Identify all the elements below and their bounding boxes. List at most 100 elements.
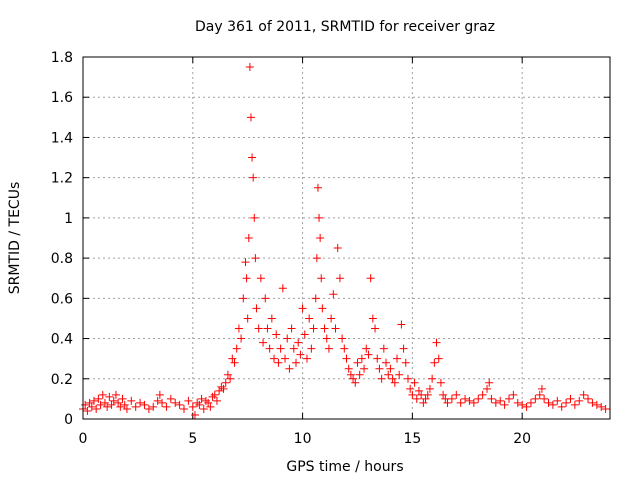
data-point bbox=[155, 390, 164, 399]
plot-frame bbox=[82, 56, 611, 420]
data-point bbox=[487, 394, 496, 403]
data-point bbox=[379, 344, 388, 353]
data-point bbox=[357, 354, 366, 363]
data-point bbox=[274, 358, 283, 367]
data-point bbox=[217, 382, 226, 391]
data-point bbox=[120, 400, 129, 409]
data-point bbox=[375, 364, 384, 373]
data-point bbox=[272, 330, 281, 339]
data-point bbox=[81, 400, 90, 409]
data-point bbox=[302, 354, 311, 363]
x-tick-label: 10 bbox=[294, 431, 312, 447]
data-point bbox=[210, 390, 219, 399]
data-point bbox=[221, 378, 230, 387]
data-point bbox=[317, 274, 326, 283]
data-point bbox=[105, 392, 114, 401]
data-point bbox=[373, 354, 382, 363]
axis-ticks: 0 0.2 0.4 0.6 0.8 1 1.2 1.4 1.6 1.8 0 5 10 15 20 bbox=[51, 50, 610, 447]
data-point bbox=[127, 396, 136, 405]
data-point bbox=[259, 338, 268, 347]
data-point bbox=[388, 374, 397, 383]
data-point bbox=[92, 404, 101, 413]
data-point bbox=[469, 398, 478, 407]
data-point bbox=[588, 398, 597, 407]
data-point bbox=[188, 402, 197, 411]
x-tick-label: 0 bbox=[79, 431, 88, 447]
data-point bbox=[432, 338, 441, 347]
data-point bbox=[265, 344, 274, 353]
data-point bbox=[245, 63, 254, 72]
data-point bbox=[140, 400, 149, 409]
data-point bbox=[89, 396, 98, 405]
data-point bbox=[212, 396, 221, 405]
data-point bbox=[244, 234, 253, 242]
data-point bbox=[281, 354, 290, 363]
data-point bbox=[249, 173, 258, 182]
data-point bbox=[111, 390, 120, 399]
data-point bbox=[193, 398, 202, 407]
data-point bbox=[85, 398, 94, 407]
y-tick-label: 1.6 bbox=[51, 90, 73, 106]
data-point bbox=[335, 274, 344, 283]
data-point bbox=[300, 330, 309, 339]
y-tick-label: 1 bbox=[64, 211, 73, 227]
data-point bbox=[180, 404, 189, 413]
data-point bbox=[287, 324, 296, 333]
data-point bbox=[597, 402, 606, 411]
data-point bbox=[447, 394, 456, 403]
data-point bbox=[250, 213, 259, 222]
data-point bbox=[327, 314, 336, 323]
data-point bbox=[504, 394, 513, 403]
data-point bbox=[371, 324, 380, 333]
data-point bbox=[355, 370, 364, 379]
data-point bbox=[360, 364, 369, 373]
data-point bbox=[116, 402, 125, 411]
data-point bbox=[278, 284, 287, 293]
data-point bbox=[136, 398, 145, 407]
data-point bbox=[403, 374, 412, 383]
data-point bbox=[149, 402, 158, 411]
data-point bbox=[338, 334, 347, 343]
data-point bbox=[390, 378, 399, 387]
data-point bbox=[254, 324, 263, 333]
data-point bbox=[291, 358, 300, 367]
data-point bbox=[425, 384, 434, 393]
data-point bbox=[195, 400, 204, 409]
data-point bbox=[267, 314, 276, 323]
data-point bbox=[333, 244, 342, 253]
data-point bbox=[478, 390, 487, 399]
y-tick-label: 0.8 bbox=[51, 251, 73, 267]
data-point bbox=[289, 344, 298, 353]
data-point bbox=[246, 113, 255, 122]
data-point bbox=[226, 374, 235, 383]
data-point bbox=[201, 396, 210, 405]
data-point bbox=[318, 304, 327, 313]
data-point bbox=[601, 404, 610, 413]
data-point bbox=[406, 384, 415, 393]
data-point bbox=[557, 402, 566, 411]
data-point bbox=[316, 234, 325, 242]
data-point bbox=[349, 374, 358, 383]
data-point bbox=[243, 314, 252, 323]
data-point bbox=[223, 370, 232, 379]
data-point bbox=[509, 390, 518, 399]
data-point bbox=[206, 402, 215, 411]
data-point bbox=[283, 334, 292, 343]
data-point bbox=[414, 386, 423, 395]
data-point bbox=[230, 358, 239, 367]
data-point bbox=[540, 394, 549, 403]
data-point bbox=[252, 304, 261, 313]
data-point bbox=[531, 394, 540, 403]
data-point bbox=[351, 378, 360, 387]
data-point bbox=[241, 258, 250, 267]
data-point bbox=[346, 370, 355, 379]
data-point bbox=[456, 398, 465, 407]
data-point bbox=[364, 350, 373, 359]
data-point bbox=[439, 390, 448, 399]
x-tick-label: 20 bbox=[513, 431, 531, 447]
y-tick-label: 1.8 bbox=[51, 50, 73, 66]
data-point bbox=[122, 404, 131, 413]
x-axis-label: GPS time / hours bbox=[286, 459, 403, 475]
data-point bbox=[436, 378, 445, 387]
data-point bbox=[315, 213, 324, 222]
